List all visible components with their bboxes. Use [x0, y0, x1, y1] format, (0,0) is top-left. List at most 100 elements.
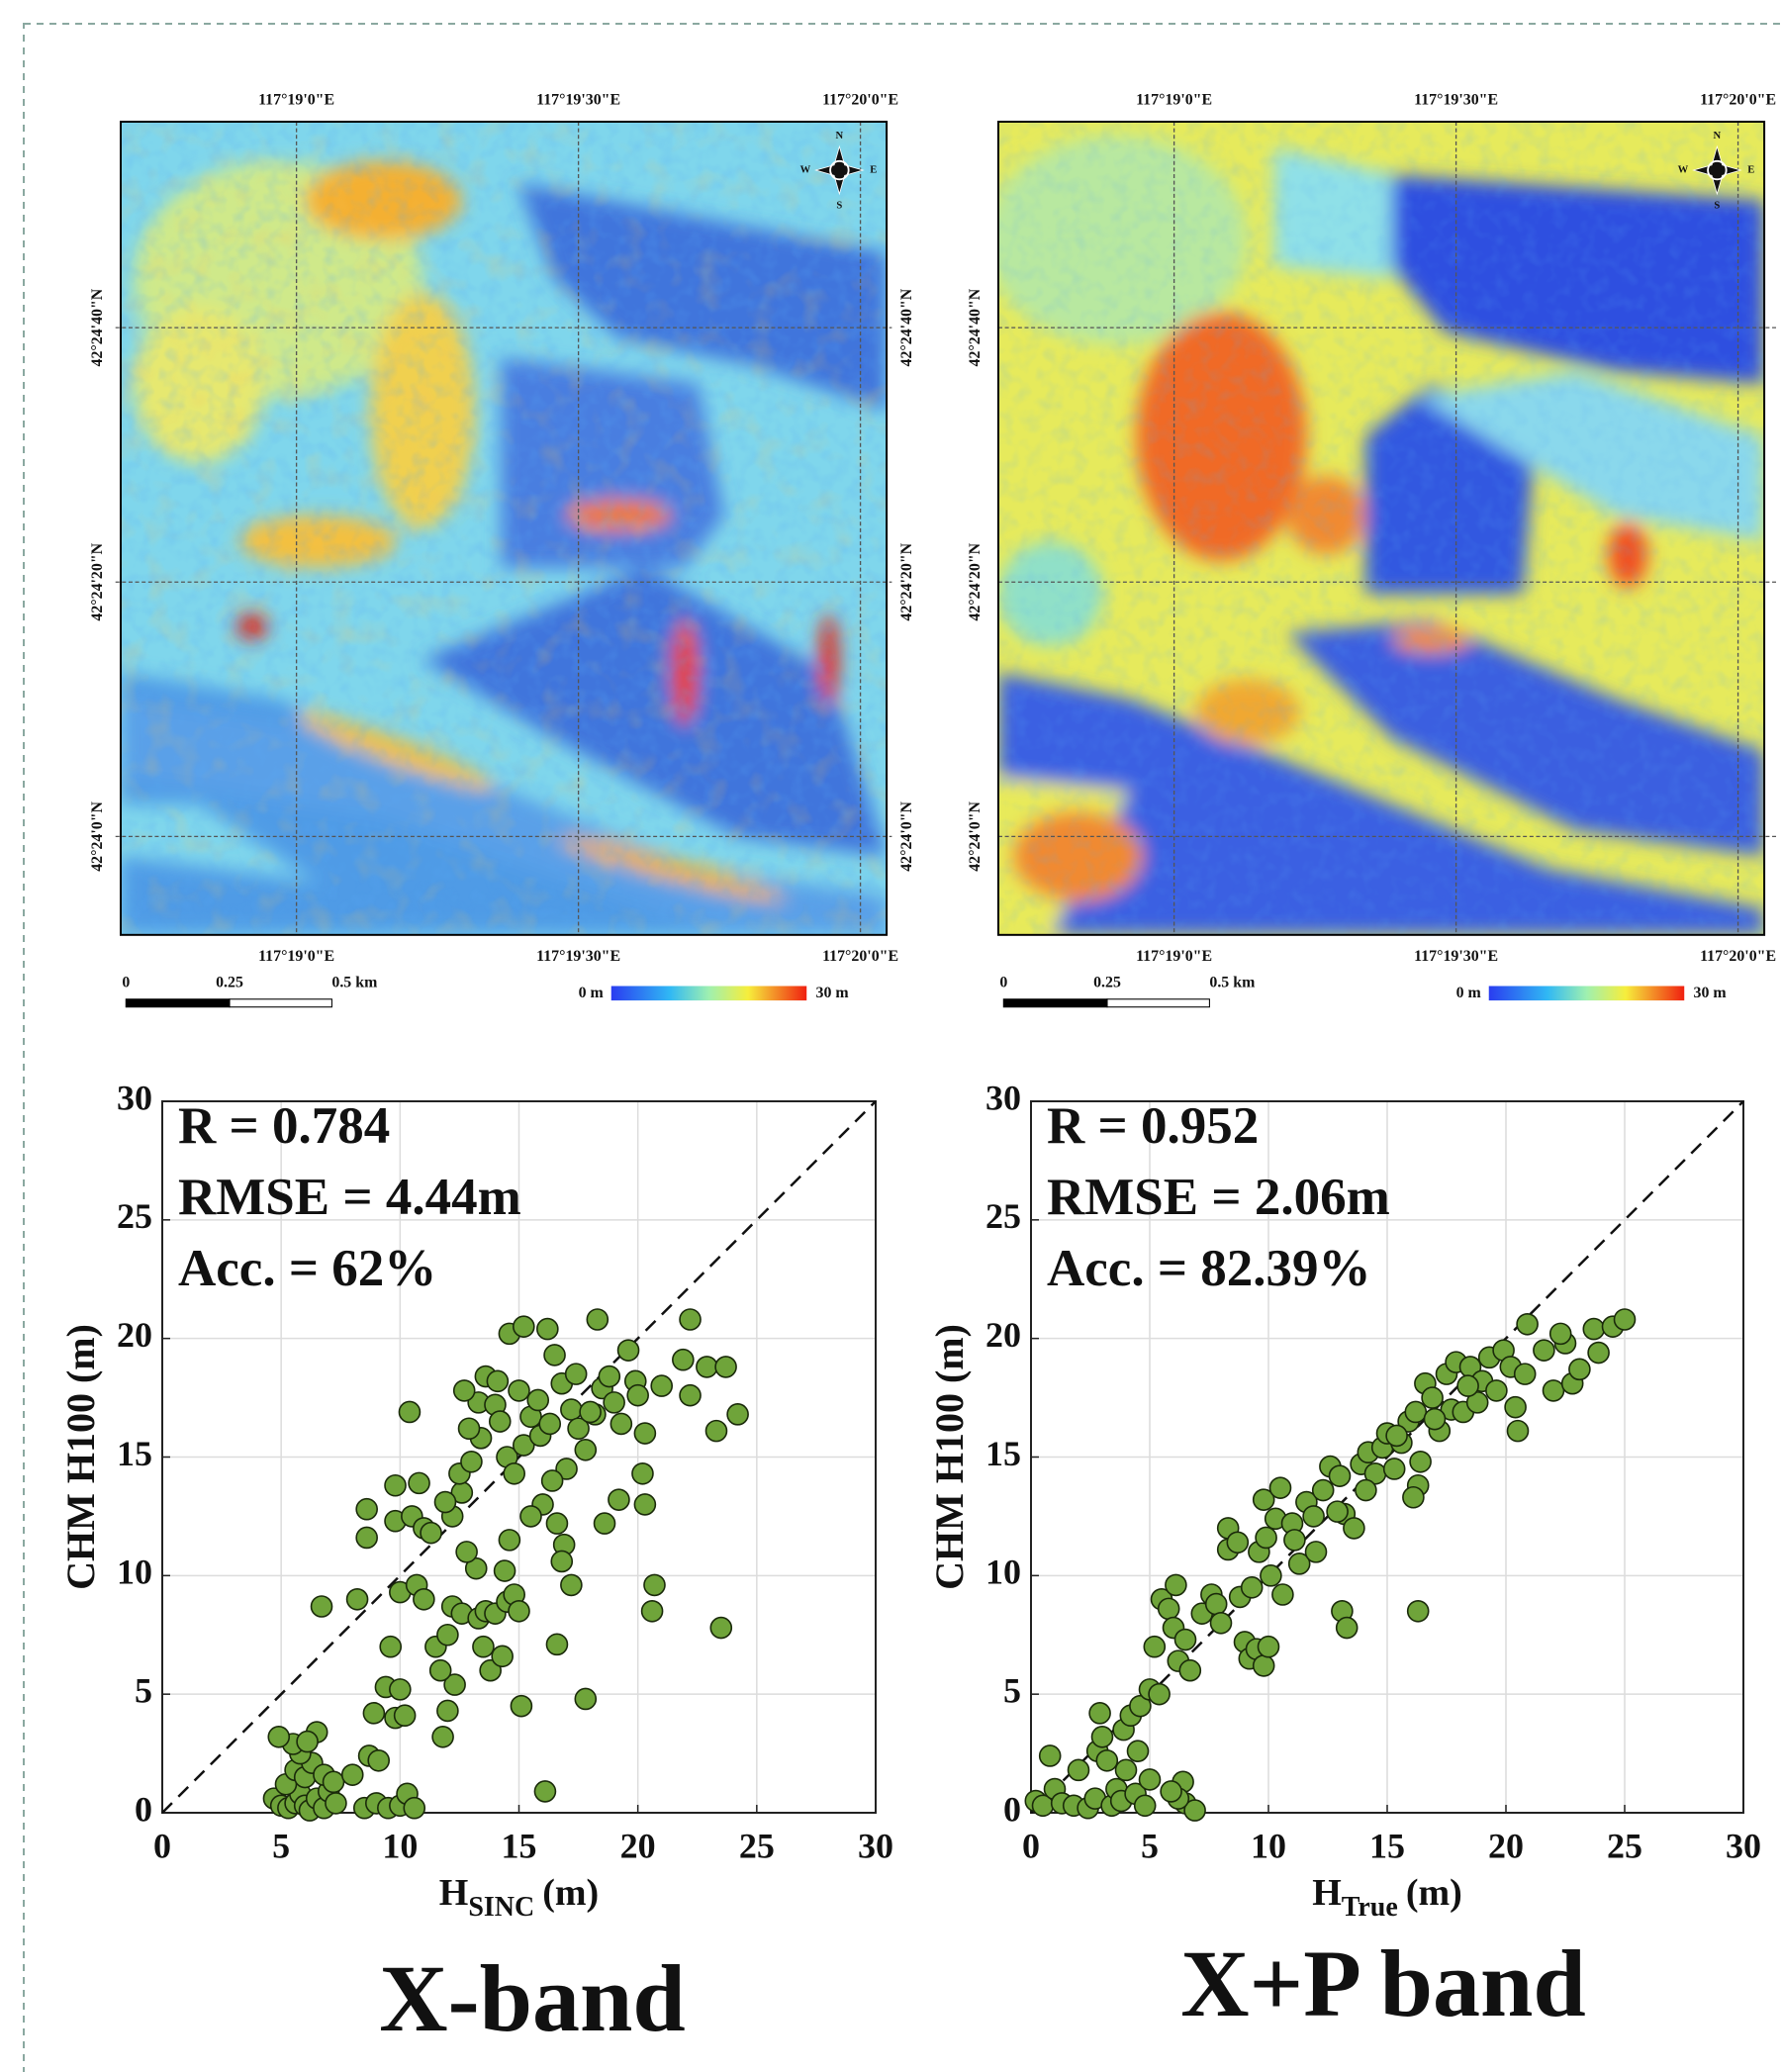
- x-axis-label: HSINC (m): [439, 1872, 599, 1924]
- map-lon-label: 117°19'30"E: [1414, 948, 1498, 965]
- colorbar-label: 30 m: [816, 985, 849, 1001]
- scatter-point: [1385, 1424, 1408, 1448]
- x-tick-label: 20: [620, 1826, 656, 1865]
- y-tick-label: 30: [117, 1078, 152, 1117]
- scatter-point: [567, 1417, 590, 1441]
- map-frame: [120, 121, 889, 936]
- chart-title: X+P band: [1180, 1931, 1586, 2036]
- map-lat-label: 42°24'20"N: [967, 542, 984, 620]
- scatter-point: [345, 1588, 369, 1611]
- colorbar: [610, 986, 807, 1001]
- scatter-point: [1465, 1391, 1489, 1414]
- map-lat-label: 42°24'20"N: [898, 542, 915, 620]
- scatter-point: [379, 1635, 403, 1658]
- scatter-point: [362, 1702, 386, 1725]
- stat-annotation: Acc. = 82.39%: [1047, 1240, 1371, 1297]
- x-axis-label-main: H: [439, 1872, 469, 1914]
- x-tick-label: 15: [502, 1826, 537, 1865]
- scatter-point: [631, 1461, 654, 1485]
- scatter-point: [367, 1748, 391, 1772]
- compass-rose: [1692, 144, 1742, 196]
- compass-label: N: [836, 131, 844, 141]
- map-lat-label: 42°24'40"N: [89, 288, 106, 366]
- x-tick-label: 10: [382, 1826, 418, 1865]
- scatter-point: [452, 1379, 476, 1402]
- scatter-point: [550, 1550, 574, 1573]
- scatter-point: [574, 1439, 598, 1461]
- scatter-point: [510, 1694, 533, 1718]
- map-lon-label: 117°19'30"E: [1414, 91, 1498, 108]
- scatter-point: [1402, 1485, 1425, 1509]
- scatter-point: [508, 1379, 530, 1402]
- x-tick-label: 5: [272, 1826, 290, 1865]
- scatter-point: [1485, 1379, 1508, 1402]
- scatter-point: [460, 1450, 483, 1473]
- scatter-point: [1114, 1758, 1138, 1782]
- x-axis-label-unit: (m): [542, 1872, 599, 1914]
- scatter-point: [455, 1541, 478, 1563]
- map-lat-label: 42°24'20"N: [89, 542, 106, 620]
- scatter-point: [672, 1348, 695, 1371]
- scatter-point: [436, 1623, 459, 1647]
- scatter-point: [616, 1339, 640, 1362]
- scatter-point: [1226, 1531, 1250, 1554]
- x-tick-label: 5: [1141, 1826, 1159, 1865]
- scale-bar: [125, 998, 231, 1008]
- scatter-point: [560, 1398, 583, 1421]
- map-lon-label: 117°20'0"E: [1700, 91, 1776, 108]
- scatter-point: [389, 1678, 412, 1701]
- scatter-point: [1382, 1458, 1406, 1480]
- scale-bar: [1002, 998, 1108, 1008]
- scatter-point: [1126, 1740, 1150, 1762]
- scatter-point: [1252, 1488, 1275, 1511]
- scatter-point: [1095, 1748, 1119, 1772]
- scatter-point: [398, 1400, 422, 1424]
- scatter-point: [1133, 1794, 1157, 1818]
- y-tick-label: 25: [985, 1196, 1021, 1236]
- compass-label: E: [870, 164, 877, 175]
- scatter-point: [1090, 1726, 1114, 1748]
- scatter-point: [609, 1412, 633, 1436]
- stat-annotation: RMSE = 2.06m: [1047, 1169, 1390, 1226]
- y-tick-label: 20: [985, 1315, 1021, 1355]
- scatter-point: [1533, 1339, 1555, 1362]
- axes-frame: [1030, 1100, 1744, 1814]
- x-tick-label: 0: [153, 1826, 171, 1865]
- scatter-point: [513, 1434, 535, 1457]
- compass-label: W: [800, 164, 811, 175]
- scatter-point: [1304, 1541, 1328, 1563]
- scatter-point: [543, 1344, 566, 1366]
- scatter-point: [560, 1573, 583, 1597]
- scatter-point: [433, 1490, 457, 1514]
- y-tick-label: 10: [117, 1553, 152, 1592]
- scatter-point: [696, 1356, 718, 1378]
- x-tick-label: 15: [1369, 1826, 1405, 1865]
- scatter-point: [643, 1573, 666, 1597]
- compass-ring: [1707, 159, 1728, 181]
- map-raster: [121, 122, 888, 935]
- x-axis-label-sub: True: [1342, 1892, 1398, 1923]
- y-tick-label: 10: [985, 1553, 1021, 1592]
- map-lat-label: 42°24'0"N: [967, 801, 984, 871]
- y-axis-label: CHM H100 (m): [927, 1324, 972, 1590]
- scatter-point: [533, 1780, 557, 1803]
- scatter-point: [436, 1699, 459, 1723]
- y-tick-label: 15: [985, 1434, 1021, 1473]
- compass-label: W: [1678, 164, 1689, 175]
- compass-label: S: [1714, 200, 1720, 211]
- scatter-point: [1587, 1341, 1610, 1365]
- compass-label: E: [1747, 164, 1754, 175]
- stat-annotation: RMSE = 4.44m: [178, 1169, 521, 1226]
- y-tick-label: 5: [135, 1670, 152, 1710]
- scatter-point: [403, 1796, 426, 1820]
- scatter-point: [1513, 1363, 1537, 1385]
- scatter-point: [679, 1383, 702, 1407]
- map-lat-label: 42°24'0"N: [898, 801, 915, 871]
- map-lon-label: 117°19'30"E: [536, 91, 620, 108]
- x-tick-label: 0: [1022, 1826, 1040, 1865]
- scatter-point: [545, 1512, 569, 1535]
- scatter-point: [633, 1422, 657, 1445]
- scatter-point: [1406, 1599, 1430, 1623]
- scatter-point: [1582, 1317, 1606, 1341]
- identity-line: [161, 1100, 877, 1814]
